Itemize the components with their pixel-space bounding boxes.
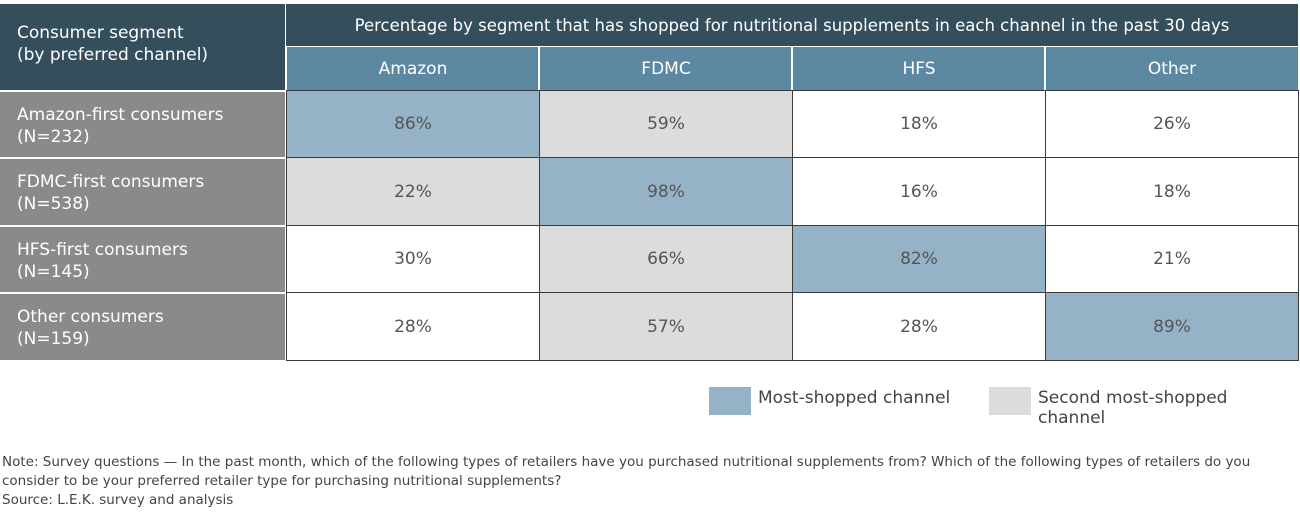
column-header: HFS [791, 47, 1045, 90]
table-cell: 28% [792, 292, 1046, 361]
corner-label-line1: Consumer segment [17, 23, 184, 43]
table-cell: 21% [1045, 225, 1299, 293]
note-text: Note: Survey questions — In the past mon… [2, 454, 1251, 489]
table-cell: 57% [539, 292, 793, 361]
row-sample-size: (N=159) [17, 329, 90, 349]
column-header: Amazon [285, 47, 539, 90]
row-label: Amazon-first consumers [17, 105, 224, 125]
table-cell: 86% [286, 90, 540, 158]
column-header: FDMC [538, 47, 792, 90]
table-cell: 16% [792, 157, 1046, 226]
row-sample-size: (N=538) [17, 194, 90, 214]
footnote: Note: Survey questions — In the past mon… [2, 453, 1292, 510]
table-cell: 98% [539, 157, 793, 226]
source-text: Source: L.E.K. survey and analysis [2, 492, 234, 508]
table-cell: 26% [1045, 90, 1299, 158]
row-label: HFS-first consumers [17, 240, 188, 260]
row-header: Amazon-first consumers (N=232) [0, 90, 285, 157]
table-cell: 82% [792, 225, 1046, 293]
table-cell: 28% [286, 292, 540, 361]
row-header: HFS-first consumers (N=145) [0, 225, 285, 292]
row-label: Other consumers [17, 307, 164, 327]
table-cell: 18% [1045, 157, 1299, 226]
table-cell: 59% [539, 90, 793, 158]
table-cell: 18% [792, 90, 1046, 158]
row-header: Other consumers (N=159) [0, 292, 285, 360]
row-label: FDMC-first consumers [17, 172, 205, 192]
legend-swatch-most [709, 387, 751, 415]
table-cell: 30% [286, 225, 540, 293]
corner-label-line2: (by preferred channel) [17, 45, 209, 65]
table-title: Percentage by segment that has shopped f… [286, 4, 1298, 46]
table-cell: 66% [539, 225, 793, 293]
corner-header: Consumer segment (by preferred channel) [0, 4, 285, 90]
column-header: Other [1044, 47, 1298, 90]
row-header: FDMC-first consumers (N=538) [0, 157, 285, 225]
table-cell: 89% [1045, 292, 1299, 361]
row-sample-size: (N=232) [17, 127, 90, 147]
row-sample-size: (N=145) [17, 262, 90, 282]
legend-label-most: Most-shopped channel [758, 388, 951, 408]
legend-label-second: Second most-shopped channel [1038, 388, 1228, 428]
legend-swatch-second [989, 387, 1031, 415]
table-cell: 22% [286, 157, 540, 226]
